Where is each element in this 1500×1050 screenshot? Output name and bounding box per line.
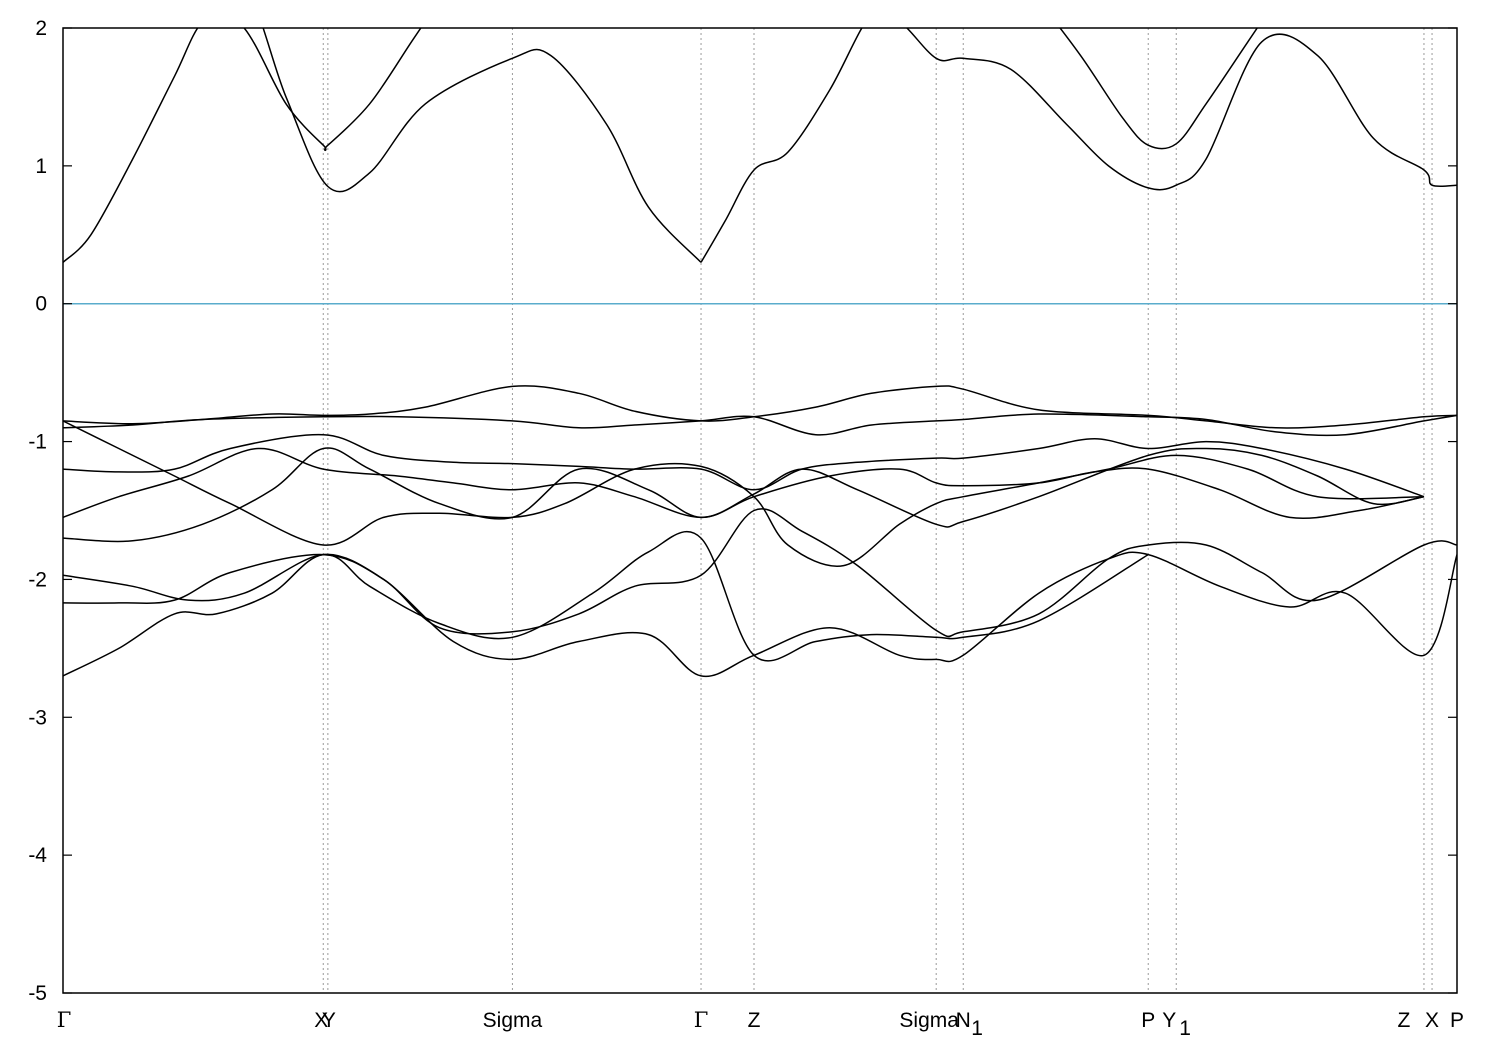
y-tick-label: -5 <box>28 982 47 1005</box>
y-tick-label: -4 <box>28 844 47 867</box>
kpoint-label-sigma2: Sigma <box>899 1009 959 1032</box>
kpoint-label-z1: Z <box>748 1009 761 1032</box>
kpoint-label-x2: X <box>1425 1009 1439 1032</box>
band-lines <box>63 28 1457 678</box>
y-tick-label: 0 <box>35 293 47 316</box>
band-1 <box>700 28 1457 263</box>
kpoint-label-gamma1: Γ <box>57 1008 72 1032</box>
kpoint-label-n1-subscript: 1 <box>971 1017 983 1040</box>
kpoint-label-xy: X <box>314 1009 328 1032</box>
band-0 <box>63 28 702 263</box>
kpoint-label-n1: N <box>956 1009 971 1032</box>
band-12 <box>63 531 1149 662</box>
band-8 <box>63 420 1425 567</box>
band-3 <box>1059 28 1259 150</box>
band-2 <box>243 28 422 152</box>
kpoint-grid-lines <box>322 28 1433 993</box>
band-9 <box>63 447 1425 543</box>
kpoint-label-y1-subscript: 1 <box>1179 1017 1191 1040</box>
kpoint-label-y1: Y <box>1162 1009 1176 1032</box>
kpoint-label-z2: Z <box>1398 1009 1411 1032</box>
y-tick-label: 1 <box>35 155 47 178</box>
band-6 <box>63 433 1425 498</box>
kpoint-label-p1: P <box>1141 1009 1155 1032</box>
band-5 <box>63 413 1457 437</box>
band-10 <box>63 551 1457 678</box>
kpoint-label-sigma1: Sigma <box>483 1009 543 1032</box>
kpoint-label-p2: P <box>1450 1009 1464 1032</box>
plot-frame <box>62 27 1458 994</box>
y-tick-label: -3 <box>28 706 47 729</box>
kpoint-label-xy2: Y <box>322 1009 336 1032</box>
y-tick-label: -1 <box>28 431 47 454</box>
y-tick-label: -2 <box>28 568 47 591</box>
y-tick-label: 2 <box>35 17 47 40</box>
y-axis: 2 1 0 -1 -2 -3 -4 -5 <box>28 17 1457 1005</box>
kpoint-label-gamma2: Γ <box>694 1008 709 1032</box>
